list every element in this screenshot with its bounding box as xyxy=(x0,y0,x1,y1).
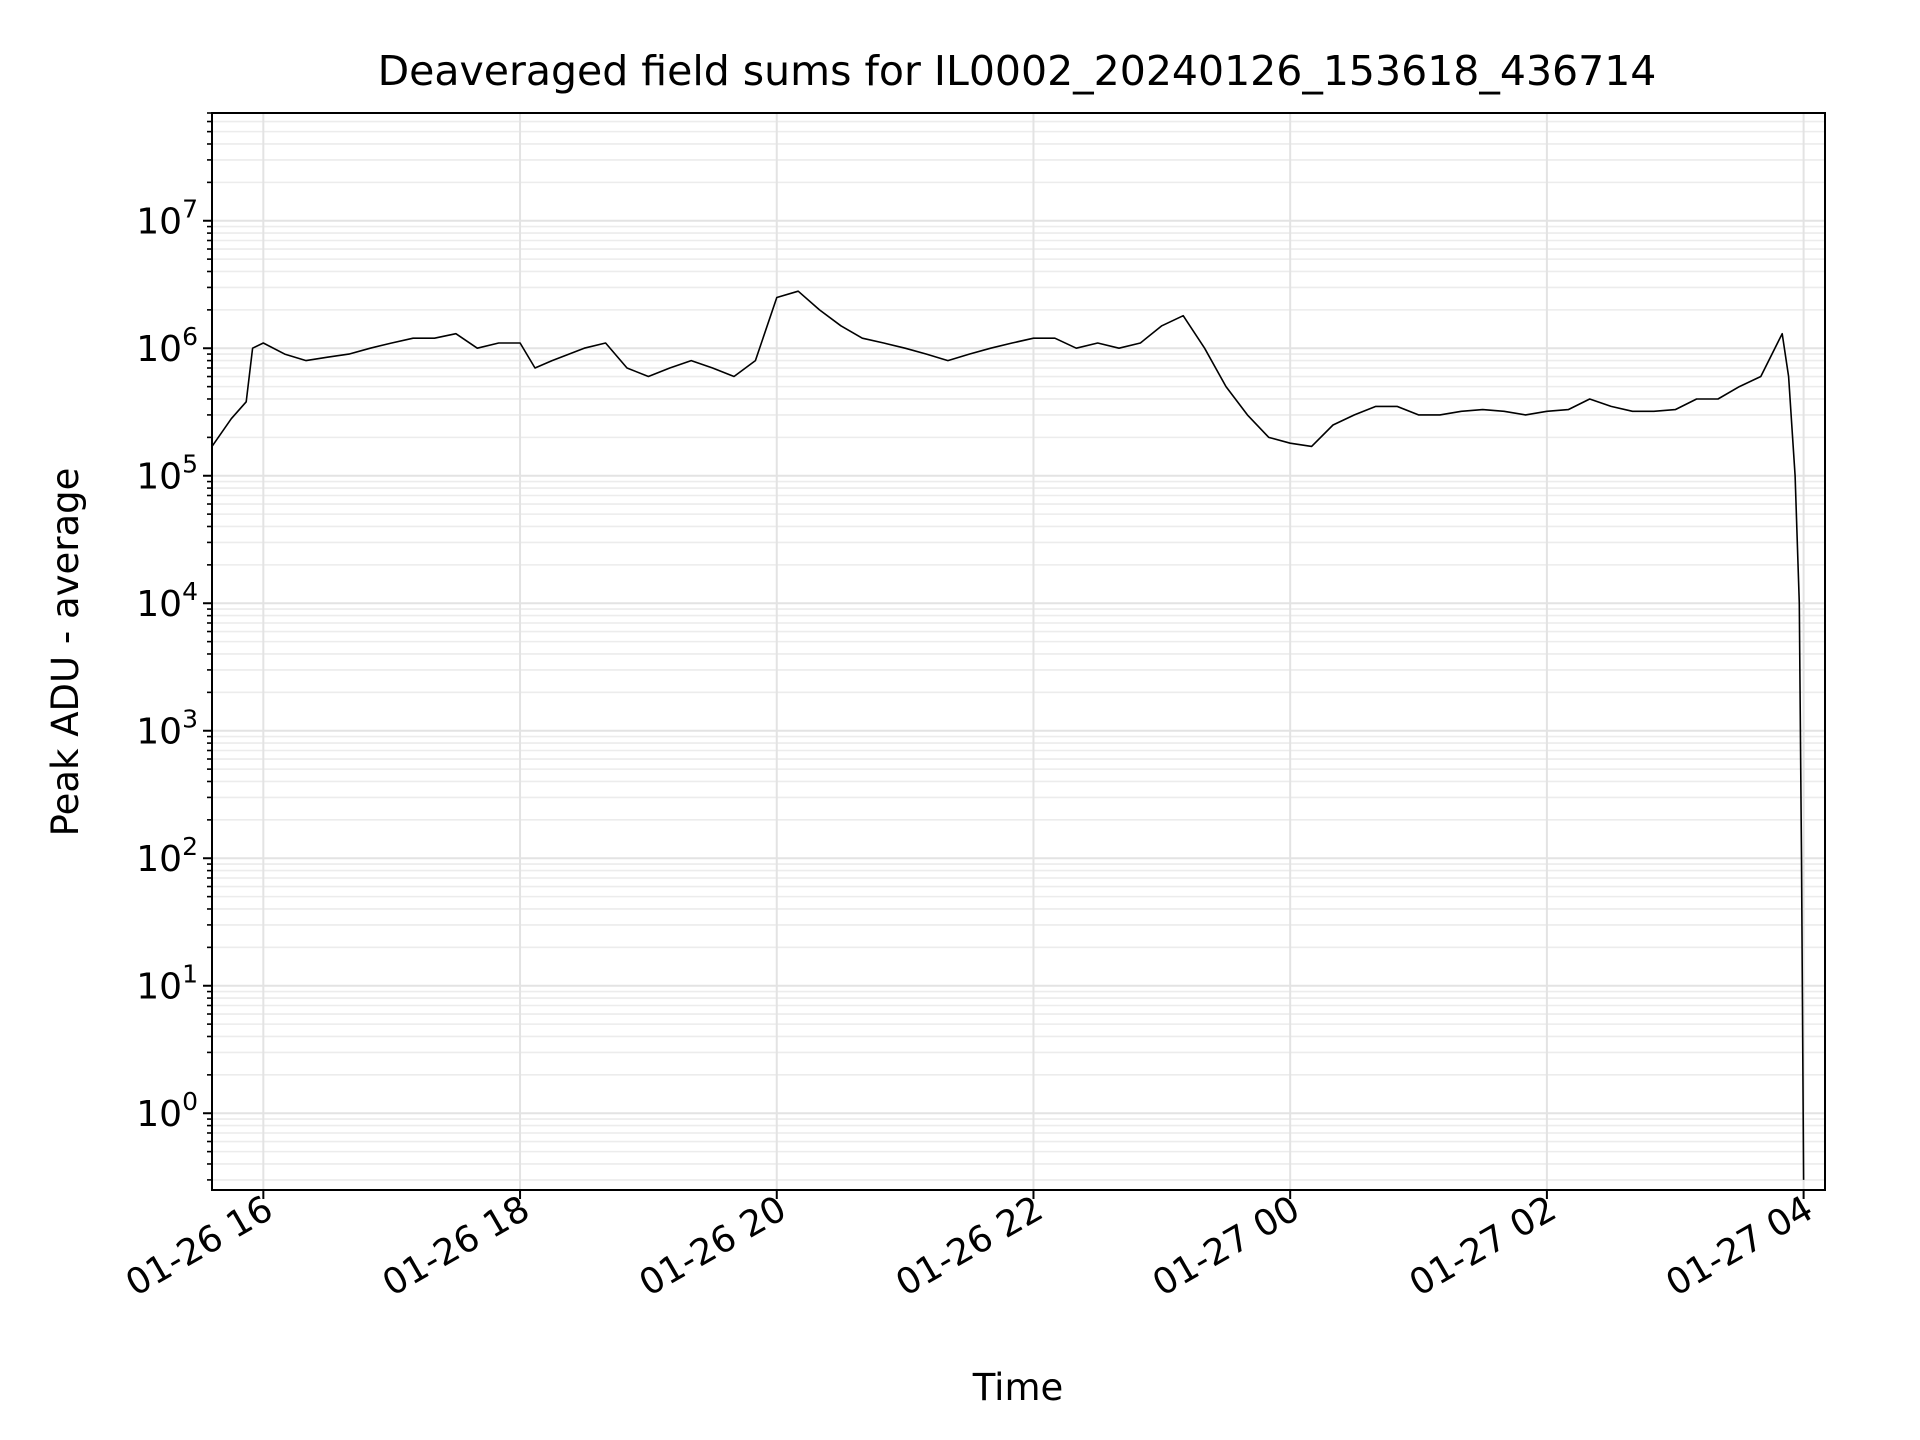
y-tick-label: 102 xyxy=(136,832,198,880)
y-tick-exponent: 6 xyxy=(182,322,198,351)
y-tick-base: 10 xyxy=(136,839,182,880)
y-tick-label: 101 xyxy=(136,960,198,1008)
y-tick-label: 103 xyxy=(136,705,198,753)
y-tick-base: 10 xyxy=(136,457,182,498)
series-line xyxy=(211,290,1805,1180)
y-tick-exponent: 0 xyxy=(182,1087,198,1116)
y-tick-exponent: 2 xyxy=(182,832,198,861)
y-tick-label: 100 xyxy=(136,1087,198,1135)
y-tick-base: 10 xyxy=(136,967,182,1008)
y-tick-base: 10 xyxy=(136,329,182,370)
y-tick-exponent: 1 xyxy=(182,960,198,989)
y-tick-base: 10 xyxy=(136,1094,182,1135)
y-tick-label: 105 xyxy=(136,450,198,498)
y-tick-exponent: 4 xyxy=(182,577,198,606)
y-tick-exponent: 3 xyxy=(182,705,198,734)
y-tick-label: 107 xyxy=(136,195,198,243)
grid xyxy=(212,112,1825,1190)
y-tick-exponent: 7 xyxy=(182,195,198,224)
y-tick-label: 106 xyxy=(136,322,198,370)
y-tick-base: 10 xyxy=(136,202,182,243)
y-tick-base: 10 xyxy=(136,584,182,625)
plot-frame xyxy=(211,112,1826,1191)
chart-title: Deaveraged field sums for IL0002_2024012… xyxy=(378,47,1657,95)
y-tick-base: 10 xyxy=(136,712,182,753)
y-axis-label: Peak ADU - average xyxy=(44,468,87,837)
series xyxy=(211,290,1805,1180)
x-axis-label: Time xyxy=(972,1366,1064,1409)
y-tick-exponent: 5 xyxy=(182,450,198,479)
y-tick-label: 104 xyxy=(136,577,198,625)
